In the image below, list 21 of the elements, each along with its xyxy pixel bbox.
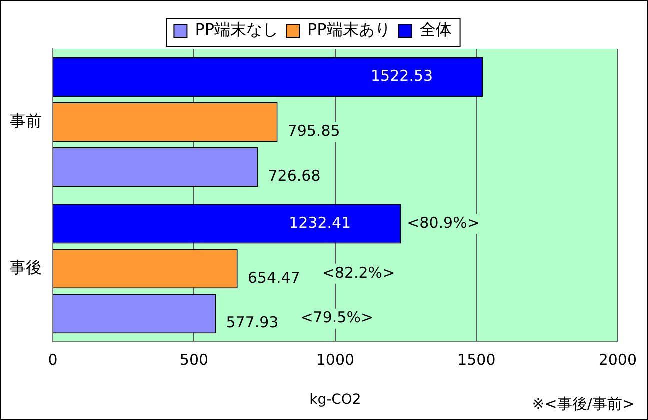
text: ※<事後/事前> <box>532 394 635 413</box>
legend-label: PP端末なし <box>195 20 278 40</box>
legend-label: PP端末あり <box>308 20 391 40</box>
x-axis-title: kg-CO2 <box>310 392 362 408</box>
x-tick-label: 0 <box>48 351 58 370</box>
data-label: 1522.53 <box>371 67 434 86</box>
x-tick-label: 1500 <box>458 351 496 370</box>
y-tick-label: 事後 <box>10 258 42 278</box>
x-tick-label: 1000 <box>316 351 355 370</box>
annotation: <79.5%> <box>300 308 374 327</box>
data-label: 1232.41 <box>289 214 352 232</box>
legend-label: 全体 <box>420 20 452 40</box>
data-label: 795.85 <box>288 122 340 140</box>
data-label: 654.47 <box>248 268 300 287</box>
y-tick-label: 事前 <box>10 111 42 130</box>
data-label: 726.68 <box>268 167 321 186</box>
annotation: <82.2%> <box>322 264 396 282</box>
x-tick-label: 2000 <box>598 351 638 370</box>
x-tick-label: 500 <box>180 351 209 370</box>
annotation: <80.9%> <box>407 214 480 232</box>
data-label: 577.93 <box>226 314 279 332</box>
